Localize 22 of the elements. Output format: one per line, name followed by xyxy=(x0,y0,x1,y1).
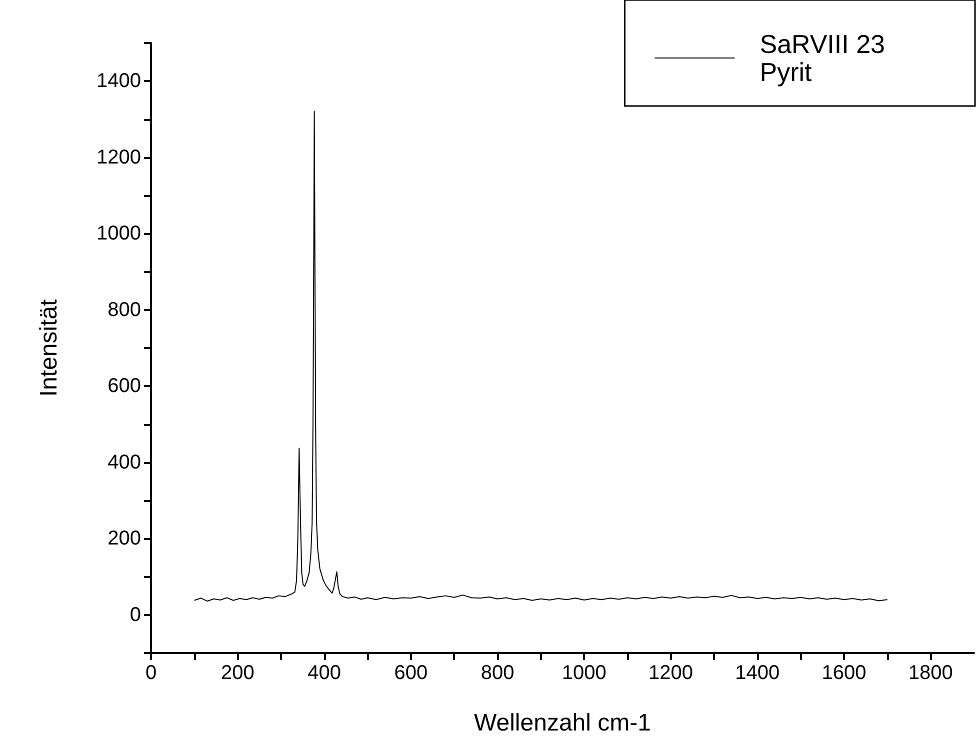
x-tick-label: 400 xyxy=(308,662,341,684)
y-tick-label: 1400 xyxy=(96,70,141,92)
y-tick-label: 600 xyxy=(108,375,141,398)
y-axis-title: Intensität xyxy=(36,298,62,397)
x-tick-label: 0 xyxy=(145,662,157,684)
y-tick-label: 800 xyxy=(108,298,141,321)
x-axis-title: Wellenzahl cm-1 xyxy=(474,710,651,736)
x-tick-label: 1800 xyxy=(908,662,953,684)
legend-label: SaRVIII 23 Pyrit xyxy=(760,29,885,87)
y-tick-label: 400 xyxy=(108,451,141,474)
x-tick-label: 1200 xyxy=(648,662,694,684)
x-tick-label: 200 xyxy=(220,662,254,684)
y-tick-label: 1000 xyxy=(96,222,141,245)
y-tick-label: 1200 xyxy=(96,146,141,168)
line-series xyxy=(194,110,888,602)
x-tick-label: 1000 xyxy=(562,662,606,684)
x-tick-label: 1400 xyxy=(735,662,780,684)
x-tick-label: 600 xyxy=(394,662,428,684)
x-tick-label: 800 xyxy=(480,662,514,684)
y-tick-label: 0 xyxy=(130,604,141,626)
x-tick-label: 1600 xyxy=(822,662,866,684)
y-tick-label: 200 xyxy=(108,528,141,550)
